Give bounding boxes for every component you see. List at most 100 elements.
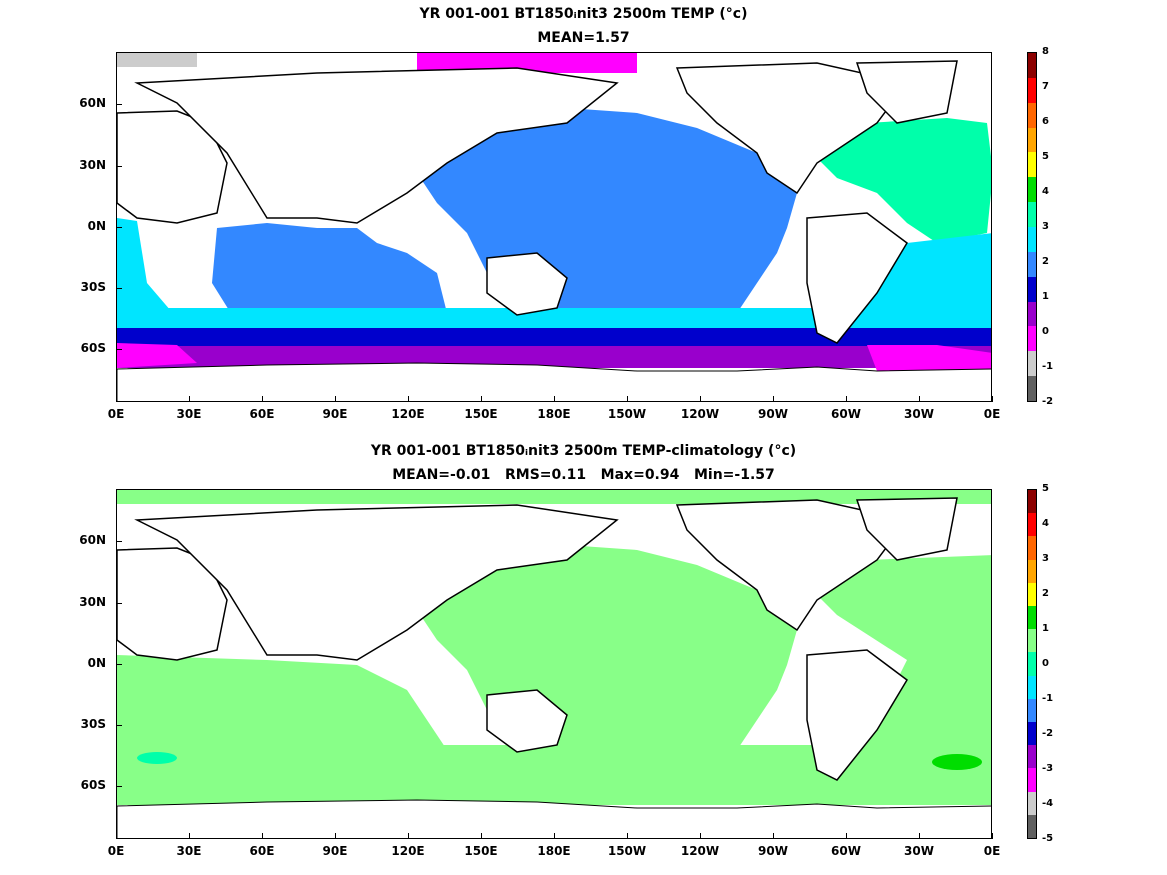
arctic-magenta <box>417 53 637 73</box>
x-tick-label: 60W <box>831 407 861 421</box>
x-tick-label: 120W <box>680 407 720 421</box>
x-tick-label: 120E <box>391 407 425 421</box>
arctic-anom <box>117 490 991 504</box>
y-tick-label: 60S <box>80 778 106 792</box>
x-tick-label: 150W <box>607 844 647 858</box>
x-tick-mark <box>335 833 336 839</box>
x-tick-label: 90E <box>322 407 348 421</box>
colorbar-segment <box>1028 127 1036 153</box>
x-tick-label: 60E <box>249 844 275 858</box>
colorbar <box>1027 489 1037 839</box>
colorbar-label: 0 <box>1042 658 1049 669</box>
colorbar-segment <box>1028 559 1036 584</box>
x-tick-label: 180E <box>537 844 571 858</box>
colorbar-segment <box>1028 152 1036 178</box>
colorbar-segment <box>1028 536 1036 561</box>
colorbar-segment <box>1028 376 1036 402</box>
panel1-subtitle: MEAN=1.57 <box>537 30 630 46</box>
x-tick-mark <box>408 396 409 402</box>
y-tick-label: 0N <box>87 656 106 670</box>
y-tick-mark <box>116 104 122 105</box>
x-tick-mark <box>481 396 482 402</box>
colorbar-label: 2 <box>1042 256 1049 267</box>
colorbar-label: 7 <box>1042 81 1049 92</box>
antarctica-land-2 <box>117 799 991 838</box>
map-svg-temp <box>117 53 991 401</box>
x-tick-mark <box>627 833 628 839</box>
y-tick-label: 60N <box>79 533 106 547</box>
y-tick-mark <box>116 786 122 787</box>
green-patch-1 <box>932 754 982 770</box>
x-tick-mark <box>992 833 993 839</box>
antarctic-magenta-east <box>867 345 991 371</box>
colorbar-segment <box>1028 606 1036 630</box>
colorbar-label: 2 <box>1042 588 1049 599</box>
indian-ocean <box>212 223 447 333</box>
colorbar-label: -2 <box>1042 728 1054 739</box>
map-panel-temp <box>116 52 992 402</box>
colorbar-label: 6 <box>1042 116 1049 127</box>
colorbar-label: 4 <box>1042 186 1049 197</box>
x-tick-label: 150W <box>607 407 647 421</box>
eurasia-land-2 <box>134 504 619 661</box>
x-tick-mark <box>262 833 263 839</box>
colorbar-segment <box>1028 102 1036 129</box>
colorbar-label: 1 <box>1042 291 1049 302</box>
panel1-title: YR 001-001 BT1850ᵢnit3 2500m TEMP (°c) <box>419 6 748 22</box>
colorbar-label: -1 <box>1042 693 1054 704</box>
x-tick-mark <box>116 833 117 839</box>
x-tick-label: 60W <box>831 844 861 858</box>
panel2-title: YR 001-001 BT1850ᵢnit3 2500m TEMP-climat… <box>370 443 797 459</box>
x-tick-label: 90W <box>758 844 788 858</box>
x-tick-label: 30W <box>904 844 934 858</box>
x-tick-mark <box>481 833 482 839</box>
colorbar-label: -3 <box>1042 763 1054 774</box>
map-svg-anomaly <box>117 490 991 838</box>
x-tick-label: 30W <box>904 407 934 421</box>
colorbar-segment <box>1028 301 1036 327</box>
atlantic-anom <box>812 555 991 790</box>
colorbar-label: -4 <box>1042 798 1054 809</box>
y-tick-mark <box>116 541 122 542</box>
map-panel-anomaly <box>116 489 992 839</box>
x-tick-mark <box>116 396 117 402</box>
antarctic-magenta-west <box>117 343 197 368</box>
colorbar-label: 3 <box>1042 221 1049 232</box>
y-tick-label: 0N <box>87 219 106 233</box>
x-tick-label: 0E <box>983 407 1001 421</box>
y-tick-mark <box>116 166 122 167</box>
x-tick-mark <box>846 833 847 839</box>
y-tick-label: 60S <box>80 341 106 355</box>
x-tick-mark <box>189 396 190 402</box>
colorbar-segment <box>1028 276 1036 303</box>
y-tick-mark <box>116 603 122 604</box>
colorbar-segment <box>1028 582 1036 607</box>
colorbar-label: -1 <box>1042 361 1054 372</box>
colorbar-label: -2 <box>1042 396 1054 407</box>
colorbar-segment <box>1028 77 1036 104</box>
x-tick-label: 120W <box>680 844 720 858</box>
south-america-land-2 <box>806 649 908 781</box>
colorbar-segment <box>1028 675 1036 700</box>
x-tick-mark <box>554 833 555 839</box>
colorbar-segment <box>1028 814 1036 839</box>
x-tick-mark <box>773 396 774 402</box>
north-atlantic <box>812 118 991 243</box>
y-tick-label: 60N <box>79 96 106 110</box>
x-tick-mark <box>189 833 190 839</box>
southern-ocean-anom <box>117 745 991 805</box>
colorbar-segment <box>1028 722 1036 746</box>
x-tick-mark <box>700 833 701 839</box>
colorbar-segment <box>1028 53 1036 79</box>
colorbar-segment <box>1028 490 1036 514</box>
colorbar-label: -5 <box>1042 833 1054 844</box>
colorbar-segment <box>1028 698 1036 723</box>
colorbar-label: 8 <box>1042 46 1049 57</box>
y-tick-mark <box>116 349 122 350</box>
y-tick-label: 30N <box>79 595 106 609</box>
y-tick-label: 30S <box>80 280 106 294</box>
arctic-grey <box>117 53 197 67</box>
x-tick-mark <box>554 396 555 402</box>
colorbar-segment <box>1028 326 1036 352</box>
colorbar-label: 4 <box>1042 518 1049 529</box>
